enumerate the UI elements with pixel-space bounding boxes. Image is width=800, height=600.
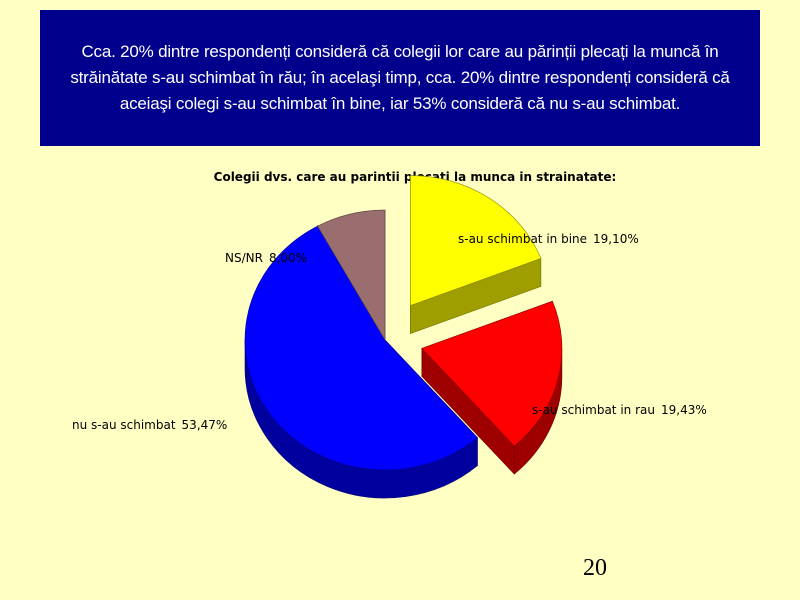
slice-value-label: 8,00% (269, 251, 307, 265)
slice-category-label: NS/NR (225, 251, 263, 265)
pie-labels: s-au schimbat in bine 19,10%s-au schimbat… (72, 232, 707, 432)
pie-slice-ns-nr (317, 209, 386, 342)
slice-category-label: nu s-au schimbat (72, 418, 176, 432)
slice-value-label: 19,10% (593, 232, 639, 246)
page-number: 20 (583, 555, 607, 581)
slice-label-2: nu s-au schimbat 53,47% (72, 418, 227, 432)
pie-slice-s-au-schimbat-in-rau (421, 300, 563, 447)
pie-slices (244, 175, 563, 471)
slice-value-label: 19,43% (661, 403, 707, 417)
slice-label-3: NS/NR 8,00% (225, 251, 307, 265)
slice-value-label: 53,47% (182, 418, 228, 432)
slice-category-label: s-au schimbat in rau (532, 403, 655, 417)
headline-banner: Cca. 20% dintre respondenți consideră că… (40, 10, 760, 146)
slice-label-0: s-au schimbat in bine 19,10% (458, 232, 639, 246)
slice-category-label: s-au schimbat in bine (458, 232, 587, 246)
slice-label-1: s-au schimbat in rau 19,43% (532, 403, 707, 417)
pie-slice-nu-s-au-schimbat (244, 225, 478, 471)
headline-text: Cca. 20% dintre respondenți consideră că… (70, 42, 730, 113)
pie-slice-s-au-schimbat-in-bine (410, 175, 542, 306)
